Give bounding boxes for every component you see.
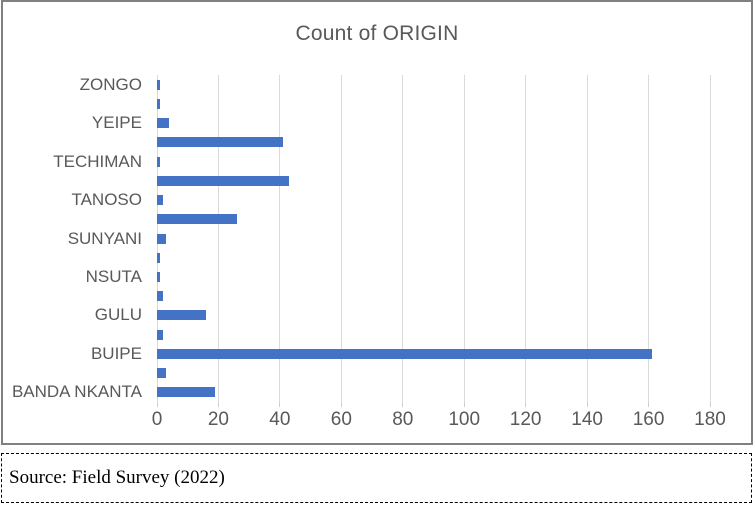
category-label: YEIPE xyxy=(91,113,142,133)
plot-area xyxy=(156,75,711,407)
source-note-text: Source: Field Survey (2022) xyxy=(9,467,225,488)
x-tick-label: 40 xyxy=(269,409,291,430)
gridline xyxy=(648,75,650,402)
bar xyxy=(157,175,290,186)
bar xyxy=(157,79,161,90)
bar xyxy=(157,329,164,340)
gridline xyxy=(525,75,527,402)
x-tick-label: 0 xyxy=(151,409,163,430)
category-label: BANDA NKANTA xyxy=(11,382,142,402)
axis-tick-mark xyxy=(648,402,650,407)
category-label: ZONGO xyxy=(79,74,142,94)
x-tick-label: 20 xyxy=(207,409,229,430)
bar xyxy=(157,271,161,282)
axis-tick-mark xyxy=(463,402,465,407)
x-tick-label: 80 xyxy=(392,409,414,430)
bar xyxy=(157,310,207,321)
x-tick-label: 100 xyxy=(448,409,481,430)
x-tick-label: 120 xyxy=(509,409,542,430)
axis-tick-mark xyxy=(402,402,404,407)
bar xyxy=(157,118,170,129)
category-label: TANOSO xyxy=(71,190,142,210)
x-tick-label: 140 xyxy=(571,409,603,430)
bar xyxy=(157,195,164,206)
x-tick-label: 180 xyxy=(694,409,726,430)
category-label: GULU xyxy=(94,305,142,325)
bar xyxy=(157,387,216,398)
gridline xyxy=(463,75,465,402)
gridline xyxy=(279,75,281,402)
gridline xyxy=(217,75,219,402)
gridline xyxy=(340,75,342,402)
bar xyxy=(157,291,164,302)
bar xyxy=(157,233,167,244)
category-label: TECHIMAN xyxy=(53,151,142,171)
axis-tick-mark xyxy=(586,402,588,407)
bar xyxy=(157,137,283,148)
x-tick-label: 160 xyxy=(632,409,665,430)
axis-tick-mark xyxy=(279,402,281,407)
bar xyxy=(157,252,161,263)
bar xyxy=(157,214,237,225)
chart-title: Count of ORIGIN xyxy=(295,22,459,45)
gridline xyxy=(586,75,588,402)
axis-tick-mark xyxy=(340,402,342,407)
axis-tick-mark xyxy=(709,402,711,407)
category-label: BUIPE xyxy=(90,343,142,363)
axis-tick-mark xyxy=(525,402,527,407)
bar xyxy=(157,348,652,359)
axis-tick-mark xyxy=(156,402,158,407)
gridline xyxy=(709,75,711,402)
category-label: SUNYANI xyxy=(67,228,142,248)
chart-frame: Count of ORIGIN ZONGO YEIPE TECHIMAN TANOSO… xyxy=(1,0,753,445)
source-note-box: Source: Field Survey (2022) xyxy=(1,453,752,503)
bar xyxy=(157,156,161,167)
category-label: NSUTA xyxy=(85,266,142,286)
x-tick-label: 60 xyxy=(330,409,352,430)
axis-tick-mark xyxy=(217,402,219,407)
bar xyxy=(157,98,161,109)
gridline xyxy=(402,75,404,402)
bar xyxy=(157,368,167,379)
